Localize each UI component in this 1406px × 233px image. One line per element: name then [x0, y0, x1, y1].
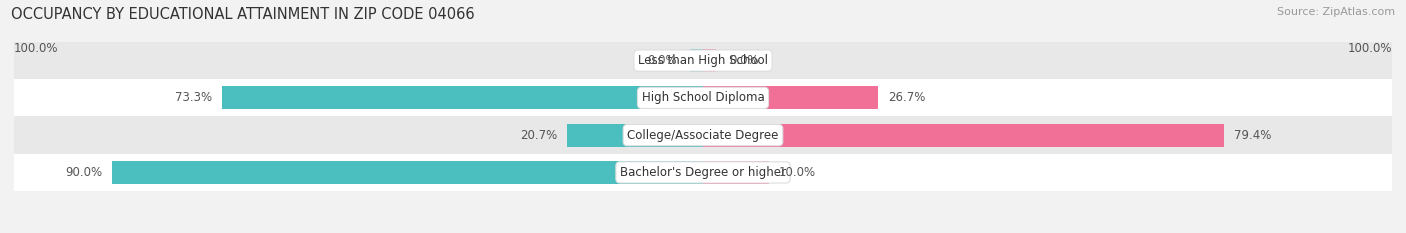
- Bar: [703, 49, 716, 72]
- Bar: [703, 161, 769, 184]
- Text: 10.0%: 10.0%: [779, 166, 815, 179]
- Text: High School Diploma: High School Diploma: [641, 91, 765, 104]
- Text: College/Associate Degree: College/Associate Degree: [627, 129, 779, 142]
- Text: 0.0%: 0.0%: [647, 54, 676, 67]
- Text: 90.0%: 90.0%: [66, 166, 103, 179]
- Text: Less than High School: Less than High School: [638, 54, 768, 67]
- Bar: [14, 42, 1392, 79]
- Text: Source: ZipAtlas.com: Source: ZipAtlas.com: [1277, 7, 1395, 17]
- Text: 20.7%: 20.7%: [520, 129, 557, 142]
- Bar: [14, 79, 1392, 116]
- Bar: [222, 86, 703, 110]
- Bar: [112, 161, 703, 184]
- Bar: [567, 123, 703, 147]
- Text: 0.0%: 0.0%: [730, 54, 759, 67]
- Bar: [690, 49, 703, 72]
- Bar: [14, 116, 1392, 154]
- Bar: [14, 154, 1392, 191]
- Text: 73.3%: 73.3%: [176, 91, 212, 104]
- Text: 79.4%: 79.4%: [1234, 129, 1271, 142]
- Bar: [703, 86, 879, 110]
- Text: 26.7%: 26.7%: [889, 91, 925, 104]
- Text: 100.0%: 100.0%: [14, 42, 59, 55]
- Bar: [703, 123, 1225, 147]
- Text: Bachelor's Degree or higher: Bachelor's Degree or higher: [620, 166, 786, 179]
- Text: OCCUPANCY BY EDUCATIONAL ATTAINMENT IN ZIP CODE 04066: OCCUPANCY BY EDUCATIONAL ATTAINMENT IN Z…: [11, 7, 475, 22]
- Text: 100.0%: 100.0%: [1347, 42, 1392, 55]
